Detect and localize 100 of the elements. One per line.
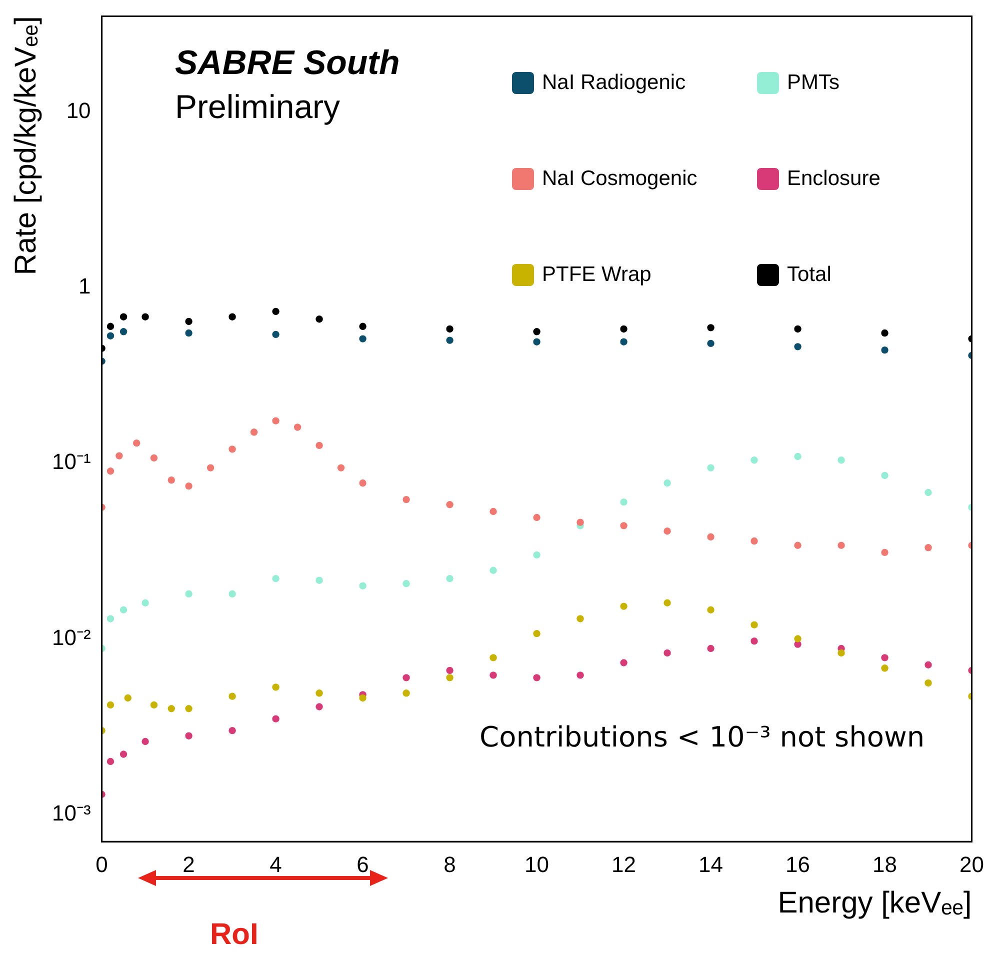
point: [620, 602, 628, 610]
point: [120, 750, 128, 758]
y-tick-label: 10⁻³: [52, 800, 91, 826]
point: [228, 313, 236, 320]
point: [106, 615, 114, 622]
point: [185, 732, 192, 740]
point: [446, 674, 454, 682]
point: [620, 522, 628, 530]
point: [272, 684, 280, 691]
point: [664, 599, 671, 606]
point: [359, 335, 366, 342]
point: [881, 346, 888, 354]
x-axis-title: Energy [keVₑₑ]: [778, 886, 972, 920]
point: [446, 574, 454, 582]
point: [228, 590, 236, 598]
point: [316, 442, 323, 450]
point: [533, 338, 540, 346]
point: [150, 454, 158, 462]
point: [206, 464, 214, 472]
y-tick-label: 10⁻²: [52, 624, 91, 650]
point: [106, 758, 114, 766]
point: [490, 672, 497, 679]
point: [402, 690, 410, 697]
point: [620, 325, 628, 333]
point: [142, 599, 149, 606]
point: [576, 615, 584, 622]
point: [533, 514, 540, 522]
point: [490, 566, 497, 574]
point: [228, 692, 236, 700]
point: [794, 542, 802, 549]
point: [707, 644, 714, 652]
x-tick-label: 8: [444, 852, 456, 877]
point: [924, 488, 932, 496]
point: [185, 329, 192, 337]
point: [359, 582, 366, 590]
point: [533, 630, 540, 638]
point: [228, 446, 236, 453]
x-tick-label: 18: [872, 852, 898, 877]
y-tick-label: 1: [78, 273, 91, 298]
legend-label: PTFE Wrap: [542, 263, 652, 287]
point: [402, 580, 410, 588]
point: [316, 316, 323, 323]
y-tick-label: 10⁻¹: [52, 449, 91, 474]
point: [620, 659, 628, 666]
point: [446, 336, 454, 344]
point: [750, 621, 758, 628]
point: [533, 328, 540, 336]
text: RoI: [210, 918, 258, 952]
x-tick-label: 10: [524, 852, 550, 877]
point: [490, 508, 497, 516]
point: [707, 606, 714, 614]
point: [124, 694, 132, 702]
point: [750, 537, 758, 545]
point: [576, 518, 584, 526]
point: [707, 324, 714, 332]
annotation: Contributions < 10⁻³ not shown: [480, 720, 925, 754]
point: [664, 649, 671, 657]
x-tick-label: 0: [96, 852, 108, 877]
point: [168, 705, 175, 712]
point: [881, 472, 888, 480]
legend-label: Total: [787, 263, 832, 287]
point: [106, 468, 114, 475]
point: [576, 672, 584, 679]
point: [838, 649, 845, 657]
point: [446, 666, 454, 674]
point: [116, 452, 123, 460]
point: [533, 674, 540, 682]
x-tick-label: 6: [356, 852, 369, 877]
point: [490, 654, 497, 662]
point: [316, 703, 323, 710]
point: [750, 456, 758, 464]
point: [707, 340, 714, 348]
legend-label: PMTs: [787, 71, 840, 95]
x-tick-label: 12: [612, 852, 636, 877]
point: [664, 527, 671, 535]
point: [620, 498, 628, 506]
point: [359, 694, 366, 702]
x-tick-label: 2: [182, 852, 195, 877]
point: [316, 576, 323, 584]
point: [838, 456, 845, 464]
point: [881, 664, 888, 672]
point: [185, 590, 192, 598]
point: [446, 325, 454, 333]
point: [250, 428, 258, 436]
point: [402, 674, 410, 682]
point: [794, 343, 802, 350]
point: [446, 501, 454, 508]
point: [924, 661, 932, 668]
point: [794, 325, 802, 333]
point: [228, 726, 236, 734]
point: [316, 690, 323, 697]
point: [272, 574, 280, 582]
point: [185, 482, 192, 490]
point: [924, 544, 932, 552]
point: [881, 329, 888, 337]
point: [185, 318, 192, 326]
legend-label: NaI Cosmogenic: [542, 167, 698, 191]
point: [142, 738, 149, 746]
point: [106, 701, 114, 709]
point: [359, 322, 366, 330]
